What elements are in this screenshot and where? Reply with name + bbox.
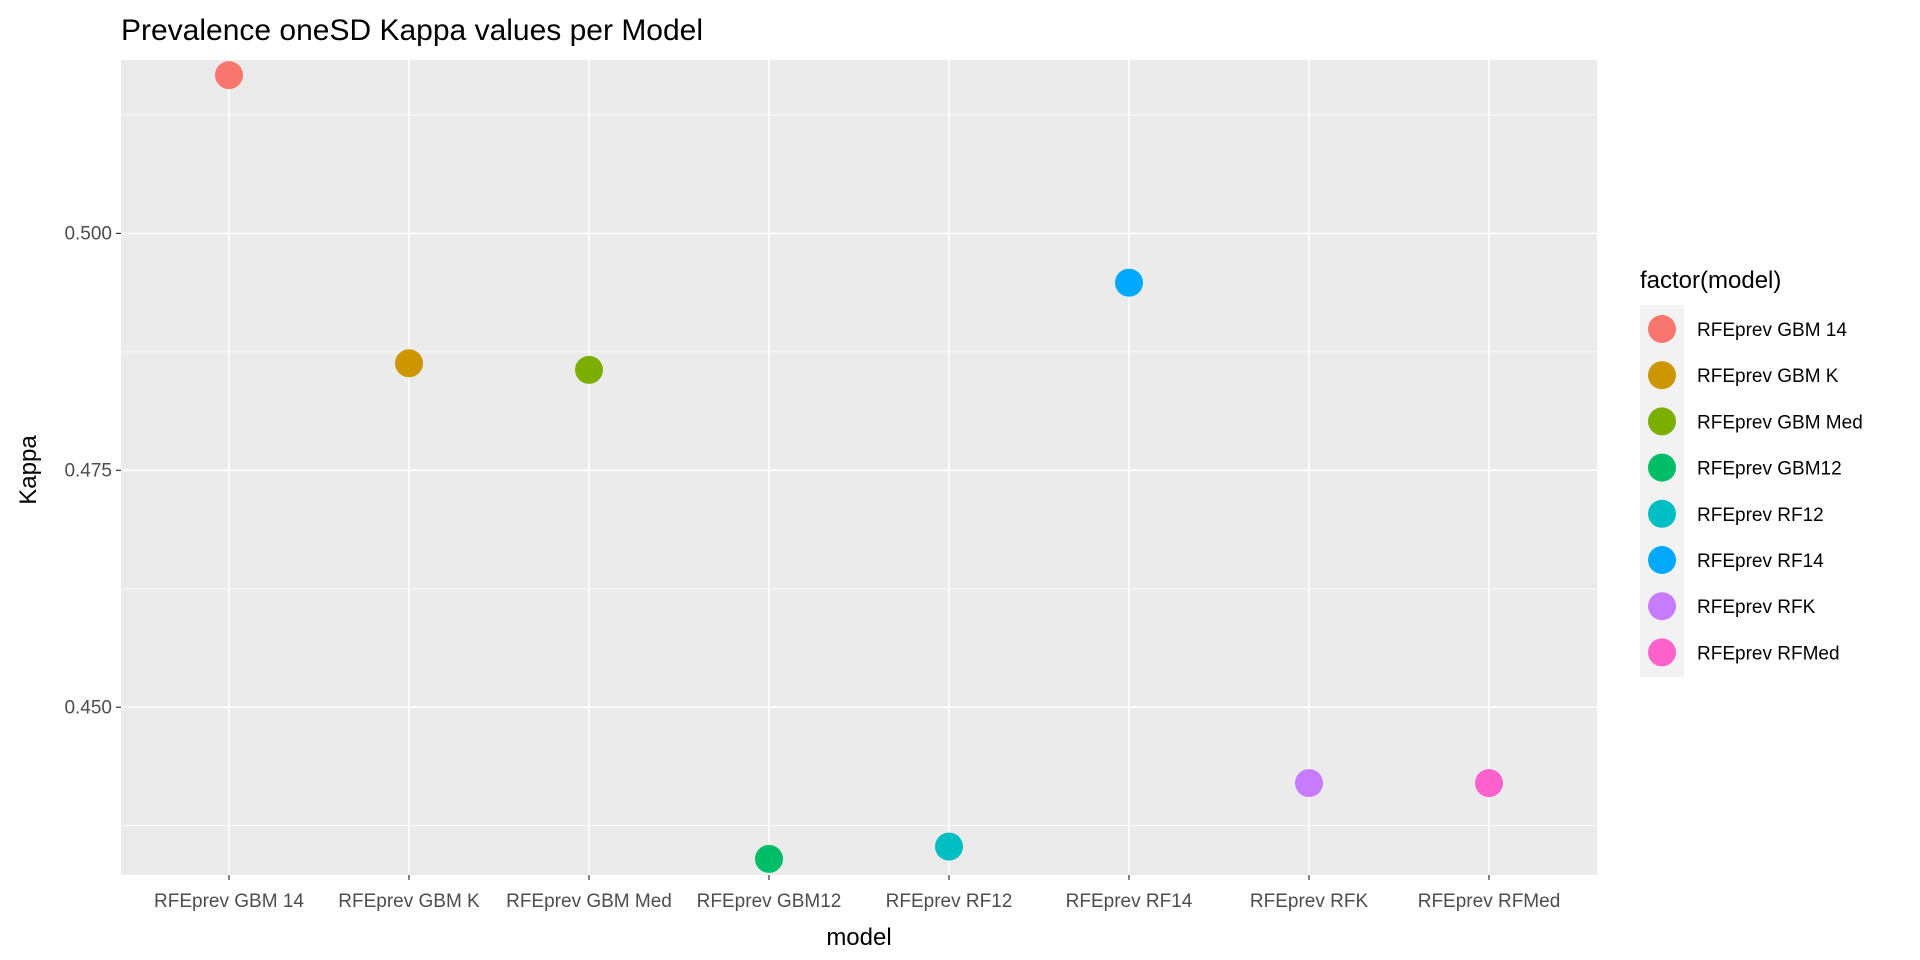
y-tick-label: 0.450 <box>64 697 112 718</box>
data-point <box>1115 268 1143 297</box>
legend-title: factor(model) <box>1640 267 1781 294</box>
y-tick-label: 0.475 <box>64 460 112 481</box>
legend-label: RFEprev RFMed <box>1697 643 1840 664</box>
plot-panel <box>121 60 1597 875</box>
legend: factor(model) RFEprev GBM 14 RFEprev GBM … <box>1640 267 1863 677</box>
legend-label: RFEprev RF14 <box>1697 551 1824 572</box>
legend-label: RFEprev GBM 14 <box>1697 320 1847 341</box>
legend-label: RFEprev GBM Med <box>1697 412 1863 433</box>
legend-key <box>1648 315 1676 343</box>
legend-key <box>1648 546 1676 574</box>
x-axis-title: model <box>826 924 891 951</box>
legend-label: RFEprev GBM12 <box>1697 459 1842 480</box>
legend-key <box>1648 638 1676 667</box>
minor-gridlines <box>121 114 1597 827</box>
chart-title: Prevalence oneSD Kappa values per Model <box>121 14 703 47</box>
x-axis: RFEprev GBM 14 RFEprev GBM K RFEprev GBM M… <box>154 875 1560 912</box>
data-point <box>1295 769 1323 798</box>
major-gridlines <box>121 60 1597 875</box>
legend-key <box>1648 499 1676 528</box>
x-tick-label: RFEprev RFMed <box>1418 891 1561 912</box>
data-point <box>935 832 963 861</box>
x-tick-label: RFEprev GBM Med <box>506 891 672 912</box>
x-tick-label: RFEprev GBM 14 <box>154 891 304 912</box>
data-point <box>215 61 243 90</box>
x-tick-label: RFEprev GBM12 <box>697 891 842 912</box>
legend-key <box>1648 453 1676 482</box>
y-axis: 0.450 0.475 0.500 <box>64 223 121 718</box>
x-tick-label: RFEprev RFK <box>1250 891 1369 912</box>
data-points <box>215 61 1503 873</box>
data-point <box>1475 769 1503 798</box>
legend-label: RFEprev GBM K <box>1697 366 1839 387</box>
y-axis-title: Kappa <box>15 435 42 505</box>
data-point <box>755 844 783 873</box>
legend-key <box>1648 407 1676 436</box>
legend-key-background <box>1640 305 1684 677</box>
legend-key <box>1648 592 1676 621</box>
x-tick-label: RFEprev RF12 <box>886 891 1013 912</box>
legend-key <box>1648 361 1676 390</box>
x-tick-label: RFEprev RF14 <box>1066 891 1193 912</box>
data-point <box>575 355 603 384</box>
y-tick-label: 0.500 <box>64 223 112 244</box>
data-point <box>395 349 423 378</box>
legend-label: RFEprev RFK <box>1697 597 1816 618</box>
legend-label: RFEprev RF12 <box>1697 505 1824 526</box>
x-tick-label: RFEprev GBM K <box>338 891 480 912</box>
